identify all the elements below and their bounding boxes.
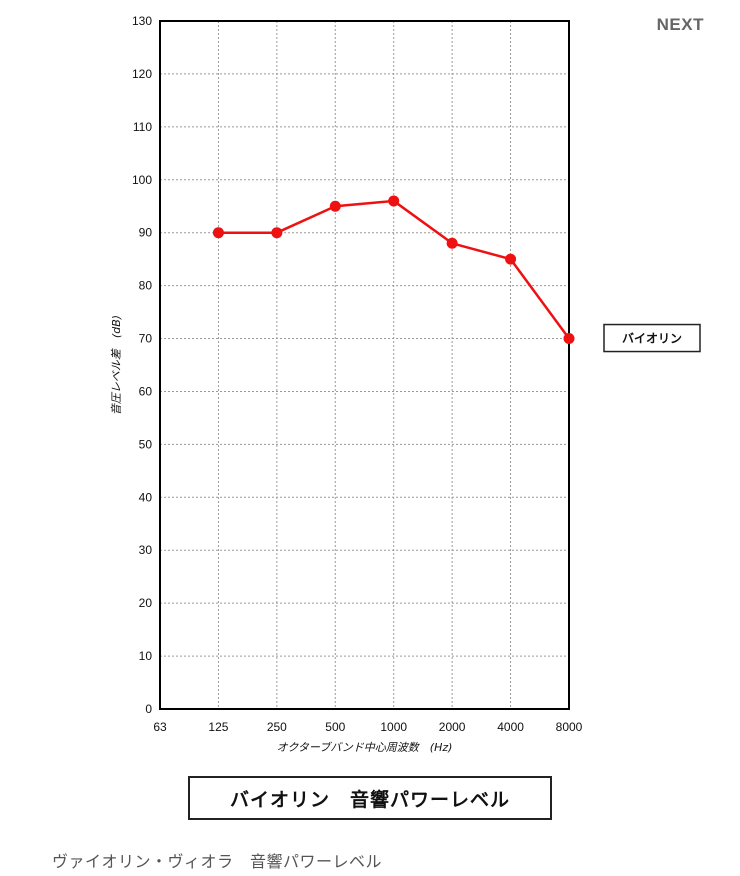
x-axis-label: オクターブバンド中心周波数 (Hz) bbox=[277, 741, 453, 754]
y-axis-label: 音圧レベル差 (dB) bbox=[110, 315, 123, 415]
y-tick-label: 20 bbox=[139, 596, 153, 610]
y-tick-label: 30 bbox=[139, 543, 153, 557]
plot-frame bbox=[159, 20, 570, 710]
data-point bbox=[505, 253, 517, 265]
y-tick-label: 0 bbox=[145, 702, 152, 716]
x-tick-label: 250 bbox=[267, 720, 287, 734]
y-tick-label: 80 bbox=[139, 279, 153, 293]
y-tick-label: 100 bbox=[132, 173, 152, 187]
x-tick-label: 8000 bbox=[556, 720, 583, 734]
y-tick-label: 90 bbox=[139, 226, 153, 240]
page-caption: ヴァイオリン・ヴィオラ 音響パワーレベル bbox=[52, 852, 383, 871]
y-tick-label: 50 bbox=[139, 437, 153, 451]
x-tick-label: 500 bbox=[325, 720, 345, 734]
legend-entry-violin: バイオリン bbox=[622, 332, 682, 346]
line-chart: 0 10 20 30 40 50 60 70 80 90 100 110 120 130 63 125 250… bbox=[110, 14, 701, 754]
data-point bbox=[329, 200, 341, 212]
data-point bbox=[212, 227, 224, 239]
x-tick-label: 125 bbox=[208, 720, 228, 734]
legend-box bbox=[603, 323, 701, 353]
data-point bbox=[446, 237, 458, 249]
y-tick-label: 10 bbox=[139, 649, 153, 663]
next-link[interactable]: NEXT bbox=[656, 15, 704, 34]
chart-title: バイオリン 音響パワーレベル bbox=[188, 776, 552, 820]
data-point bbox=[271, 227, 283, 239]
legend: バイオリン bbox=[603, 323, 701, 353]
series-layer bbox=[212, 195, 575, 345]
y-tick-label: 70 bbox=[139, 332, 153, 346]
y-tick-label: 40 bbox=[139, 490, 153, 504]
grid-lines bbox=[160, 21, 569, 709]
x-tick-label: 1000 bbox=[380, 720, 407, 734]
data-point bbox=[563, 333, 575, 345]
y-tick-label: 60 bbox=[139, 384, 153, 398]
x-tick-labels: 63 125 250 500 1000 2000 4000 8000 bbox=[153, 720, 582, 734]
y-tick-label: 120 bbox=[132, 67, 152, 81]
x-tick-label: 63 bbox=[153, 720, 167, 734]
y-tick-labels: 0 10 20 30 40 50 60 70 80 90 100 110 120 130 bbox=[132, 14, 152, 716]
x-tick-label: 4000 bbox=[497, 720, 524, 734]
y-tick-label: 130 bbox=[132, 14, 152, 28]
x-tick-label: 2000 bbox=[439, 720, 466, 734]
data-point bbox=[388, 195, 400, 207]
y-tick-label: 110 bbox=[133, 120, 152, 134]
